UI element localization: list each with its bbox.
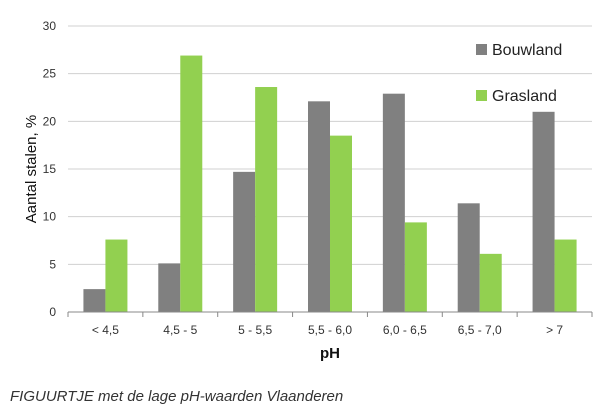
x-tick-label: 5,5 - 6,0 — [308, 323, 352, 337]
y-tick-label: 25 — [43, 67, 57, 81]
y-tick-label: 10 — [43, 210, 57, 224]
figure-caption: FIGUURTJE met de lage pH-waarden Vlaande… — [10, 388, 344, 405]
bar-bouwland-1 — [158, 263, 181, 312]
bar-grasland-0 — [105, 239, 128, 312]
y-tick-label: 15 — [43, 162, 57, 176]
x-tick-label: 6,0 - 6,5 — [383, 323, 427, 337]
bar-grasland-6 — [554, 239, 577, 312]
bar-bouwland-0 — [83, 289, 106, 312]
legend-label-grasland: Grasland — [492, 88, 557, 105]
bar-grasland-5 — [479, 253, 502, 312]
legend-swatch-bouwland — [476, 44, 487, 55]
bar-bouwland-2 — [233, 171, 256, 312]
x-axis-ticks: < 4,5 4,5 - 5 5 - 5,5 5,5 - 6,0 6,0 - 6,5 6,5… — [67, 312, 593, 337]
x-tick-label: 4,5 - 5 — [163, 323, 197, 337]
bar-bouwland-4 — [382, 93, 405, 312]
y-tick-label: 30 — [43, 19, 57, 33]
bars — [83, 55, 577, 313]
bar-bouwland-5 — [457, 203, 480, 312]
bar-grasland-3 — [330, 135, 352, 312]
legend-label-bouwland: Bouwland — [492, 42, 562, 59]
bar-bouwland-6 — [532, 111, 555, 312]
x-tick-label: > 7 — [546, 323, 563, 337]
legend-swatch-grasland — [476, 90, 487, 101]
y-tick-label: 20 — [43, 114, 57, 128]
bar-grasland-4 — [404, 222, 427, 312]
x-tick-label: 5 - 5,5 — [238, 323, 272, 337]
bar-grasland-2 — [255, 87, 278, 312]
bar-grasland-1 — [180, 55, 203, 312]
x-axis-label: pH — [320, 345, 340, 362]
y-axis-ticks: 0 5 10 15 20 25 30 — [43, 19, 57, 319]
x-tick-label: < 4,5 — [92, 323, 119, 337]
bar-bouwland-3 — [308, 101, 330, 313]
y-tick-label: 0 — [49, 305, 56, 319]
legend: Bouwland Grasland — [476, 42, 562, 105]
y-axis-label: Aantal stalen, % — [23, 115, 40, 223]
bar-chart: 0 5 10 15 20 25 30 < 4,5 4,5 - 5 5 - 5,5 5,5 - 6,… — [23, 19, 593, 362]
y-tick-label: 5 — [49, 257, 56, 271]
x-tick-label: 6,5 - 7,0 — [458, 323, 502, 337]
